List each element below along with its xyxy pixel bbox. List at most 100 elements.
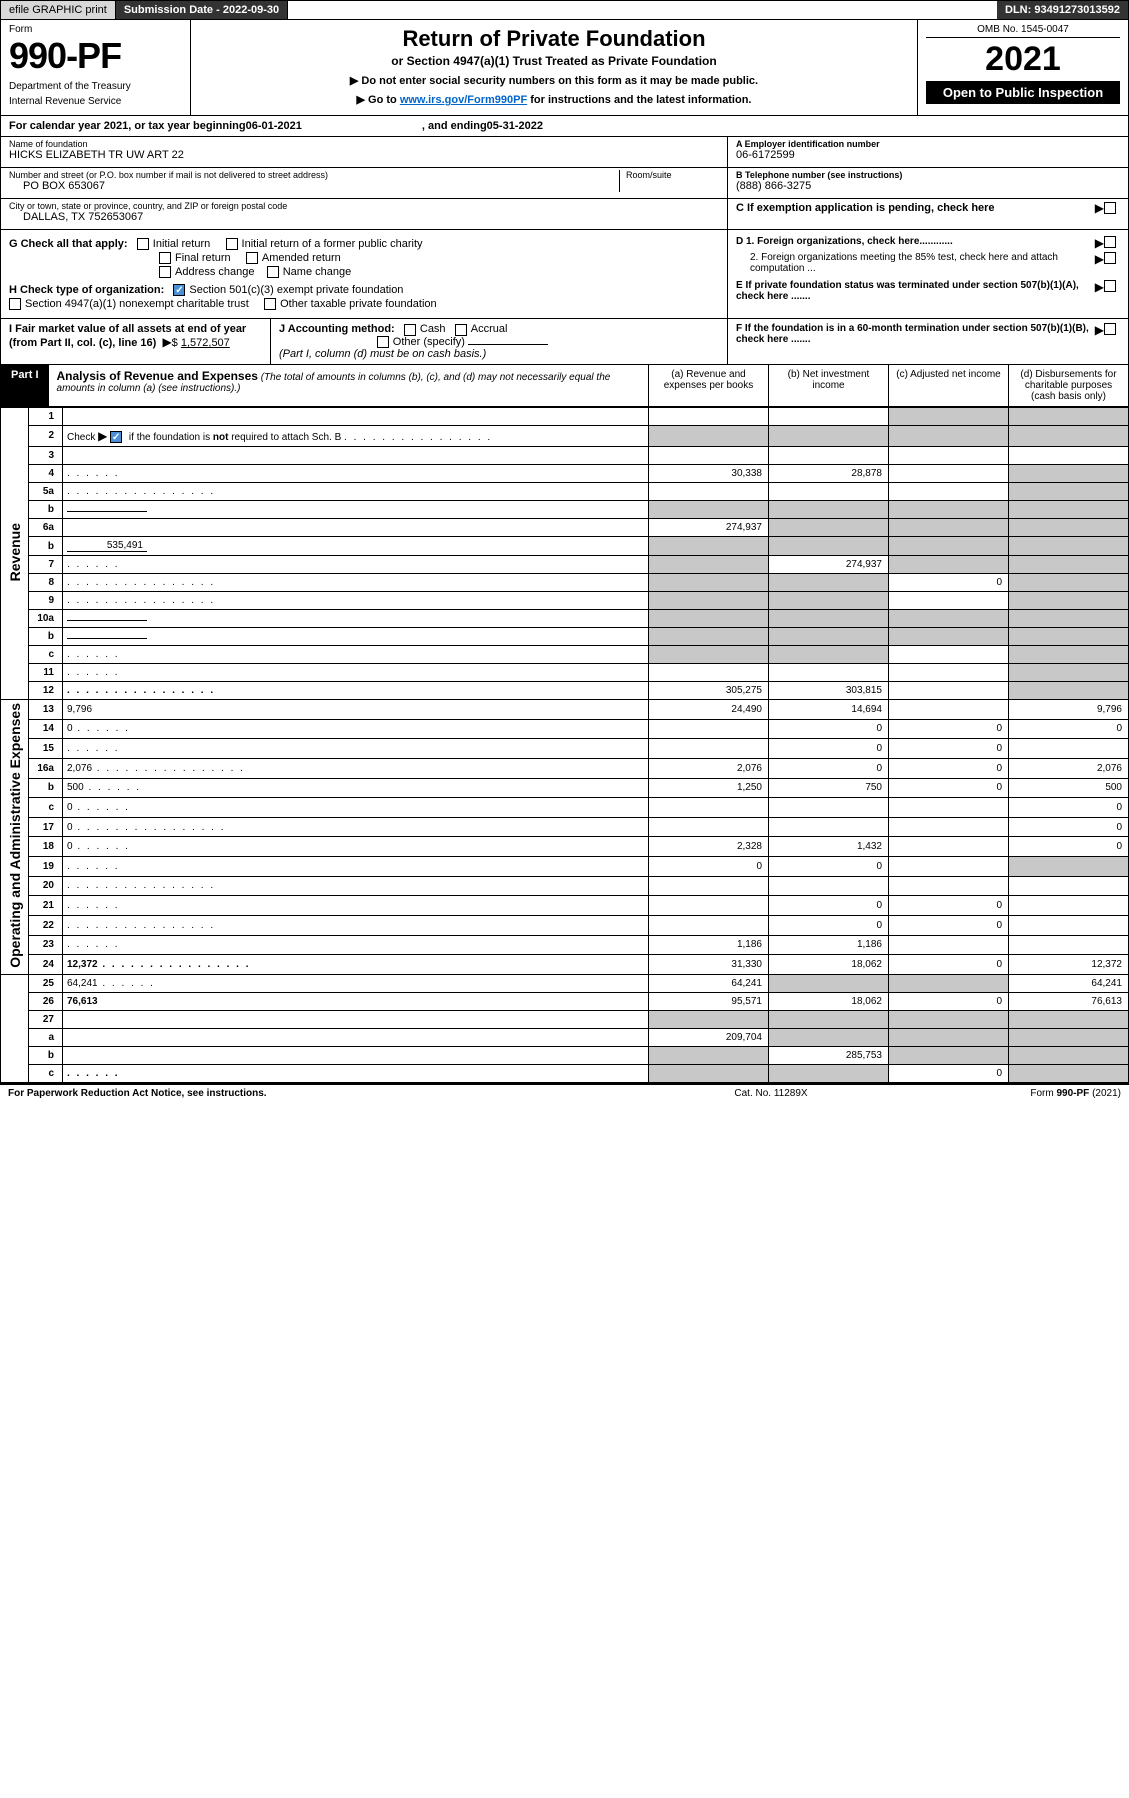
cb-accrual[interactable] <box>455 324 467 336</box>
cb-final[interactable] <box>159 252 171 264</box>
efile-label[interactable]: efile GRAPHIC print <box>1 1 116 19</box>
cell-c <box>889 447 1009 465</box>
cell-b <box>769 407 889 425</box>
table-row: 3 <box>1 447 1129 465</box>
cell-c: 0 <box>889 758 1009 778</box>
name-label: Name of foundation <box>9 139 719 149</box>
cb-4947[interactable] <box>9 298 21 310</box>
d2-label: 2. Foreign organizations meeting the 85%… <box>750 252 1095 274</box>
footer-cat: Cat. No. 11289X <box>621 1088 921 1099</box>
table-row: c0 <box>1 1064 1129 1082</box>
row-desc <box>63 682 649 700</box>
cell-b: 18,062 <box>769 992 889 1010</box>
cell-d <box>1009 1046 1129 1064</box>
cell-c <box>889 857 1009 877</box>
cell-d: 0 <box>1009 719 1129 739</box>
cell-b <box>769 574 889 592</box>
cb-d2[interactable] <box>1104 252 1116 264</box>
row-desc <box>63 447 649 465</box>
cell-b: 274,937 <box>769 556 889 574</box>
row-desc <box>63 574 649 592</box>
cell-a: 2,076 <box>649 758 769 778</box>
row-desc <box>63 915 649 935</box>
c-checkbox[interactable] <box>1104 202 1116 214</box>
h-label: H Check type of organization: <box>9 284 164 296</box>
row-desc <box>63 1010 649 1028</box>
form-number: 990-PF <box>9 35 182 77</box>
cb-d1[interactable] <box>1104 236 1116 248</box>
cell-b <box>769 592 889 610</box>
col-a-header: (a) Revenue and expenses per books <box>648 365 768 406</box>
cell-c <box>889 537 1009 556</box>
cb-e[interactable] <box>1104 280 1116 292</box>
cb-other-taxable[interactable] <box>264 298 276 310</box>
cell-b: 303,815 <box>769 682 889 700</box>
cell-b: 1,432 <box>769 837 889 857</box>
cell-d <box>1009 915 1129 935</box>
row-desc: 535,491 <box>63 537 649 556</box>
cell-d: 0 <box>1009 798 1129 818</box>
table-row: 430,33828,878 <box>1 465 1129 483</box>
table-row: a209,704 <box>1 1028 1129 1046</box>
cell-b: 14,694 <box>769 700 889 720</box>
cell-a: 30,338 <box>649 465 769 483</box>
ein: 06-6172599 <box>736 149 1120 161</box>
table-row: Operating and Administrative Expenses139… <box>1 700 1129 720</box>
cell-d <box>1009 682 1129 700</box>
inline-value <box>67 638 147 639</box>
cell-a <box>649 537 769 556</box>
cell-d <box>1009 739 1129 759</box>
cell-d: 500 <box>1009 778 1129 798</box>
table-row: b285,753 <box>1 1046 1129 1064</box>
cell-c <box>889 837 1009 857</box>
row-desc <box>63 935 649 955</box>
cell-d <box>1009 610 1129 628</box>
cell-a: 31,330 <box>649 955 769 975</box>
tel-label: B Telephone number (see instructions) <box>736 170 1120 180</box>
inline-value <box>67 511 147 512</box>
cell-d <box>1009 896 1129 916</box>
row-number: 9 <box>29 592 63 610</box>
cell-b <box>769 1010 889 1028</box>
row-desc <box>63 1046 649 1064</box>
irs-link[interactable]: www.irs.gov/Form990PF <box>400 94 527 106</box>
cb-initial-former[interactable] <box>226 238 238 250</box>
cell-d <box>1009 425 1129 446</box>
cell-a <box>649 664 769 682</box>
cell-a: 1,250 <box>649 778 769 798</box>
inline-value <box>67 620 147 621</box>
omb-number: OMB No. 1545-0047 <box>926 24 1120 38</box>
table-row: 1802,3281,4320 <box>1 837 1129 857</box>
cb-f[interactable] <box>1104 323 1116 335</box>
j-note: (Part I, column (d) must be on cash basi… <box>279 348 486 360</box>
cell-b: 285,753 <box>769 1046 889 1064</box>
row-desc <box>63 610 649 628</box>
cell-b <box>769 447 889 465</box>
cb-amended[interactable] <box>246 252 258 264</box>
cell-d: 2,076 <box>1009 758 1129 778</box>
d1-label: D 1. Foreign organizations, check here..… <box>736 236 1095 250</box>
row-number: 11 <box>29 664 63 682</box>
cb-addr-change[interactable] <box>159 266 171 278</box>
row-desc <box>63 646 649 664</box>
cell-d <box>1009 592 1129 610</box>
table-row: b <box>1 628 1129 646</box>
cb-cash[interactable] <box>404 324 416 336</box>
cell-b: 0 <box>769 739 889 759</box>
form-title: Return of Private Foundation <box>199 26 909 52</box>
row-desc <box>63 556 649 574</box>
cb-501c3[interactable] <box>173 284 185 296</box>
cell-d <box>1009 628 1129 646</box>
cell-d <box>1009 519 1129 537</box>
cb-schb[interactable] <box>110 431 122 443</box>
f-label: F If the foundation is in a 60-month ter… <box>736 323 1095 359</box>
cb-other-method[interactable] <box>377 336 389 348</box>
table-row: c <box>1 646 1129 664</box>
cell-a <box>649 896 769 916</box>
revenue-side-label: Revenue <box>7 523 23 581</box>
cb-name-change[interactable] <box>267 266 279 278</box>
inline-value: 535,491 <box>67 540 147 552</box>
cb-initial[interactable] <box>137 238 149 250</box>
row-desc <box>63 876 649 896</box>
cell-d <box>1009 501 1129 519</box>
